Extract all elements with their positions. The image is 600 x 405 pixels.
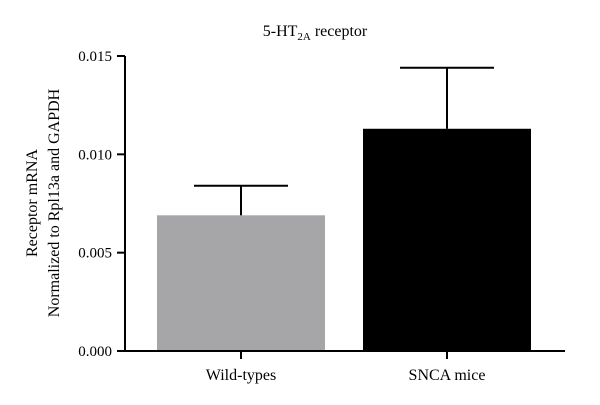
title-subscript: 2A (297, 31, 311, 43)
x-categories-group: Wild-types SNCA mice (206, 351, 486, 384)
bar-wild-types (157, 215, 325, 351)
bar-snca-mice (363, 128, 531, 351)
x-category-label-0: Wild-types (206, 367, 276, 384)
y-axis-label-line-2: Normalized to Rpl13a and GAPDH (46, 88, 63, 317)
error-bars-group (194, 66, 494, 216)
axes-group (124, 56, 565, 352)
y-tick-label-1: 0.005 (78, 246, 112, 262)
y-tick-label-0: 0.000 (78, 344, 112, 360)
bars-group (157, 128, 531, 351)
chart-title: 5-HT2A receptor (263, 23, 368, 43)
title-prefix: 5-HT (263, 23, 298, 40)
x-category-label-1: SNCA mice (409, 367, 486, 384)
y-ticks-group: 0.000 0.005 0.010 0.015 (78, 49, 125, 360)
y-tick-label-3: 0.015 (78, 49, 112, 65)
title-suffix: receptor (311, 23, 368, 40)
y-axis-label-line-1: Receptor mRNA (24, 149, 41, 257)
y-tick-label-2: 0.010 (78, 147, 112, 163)
